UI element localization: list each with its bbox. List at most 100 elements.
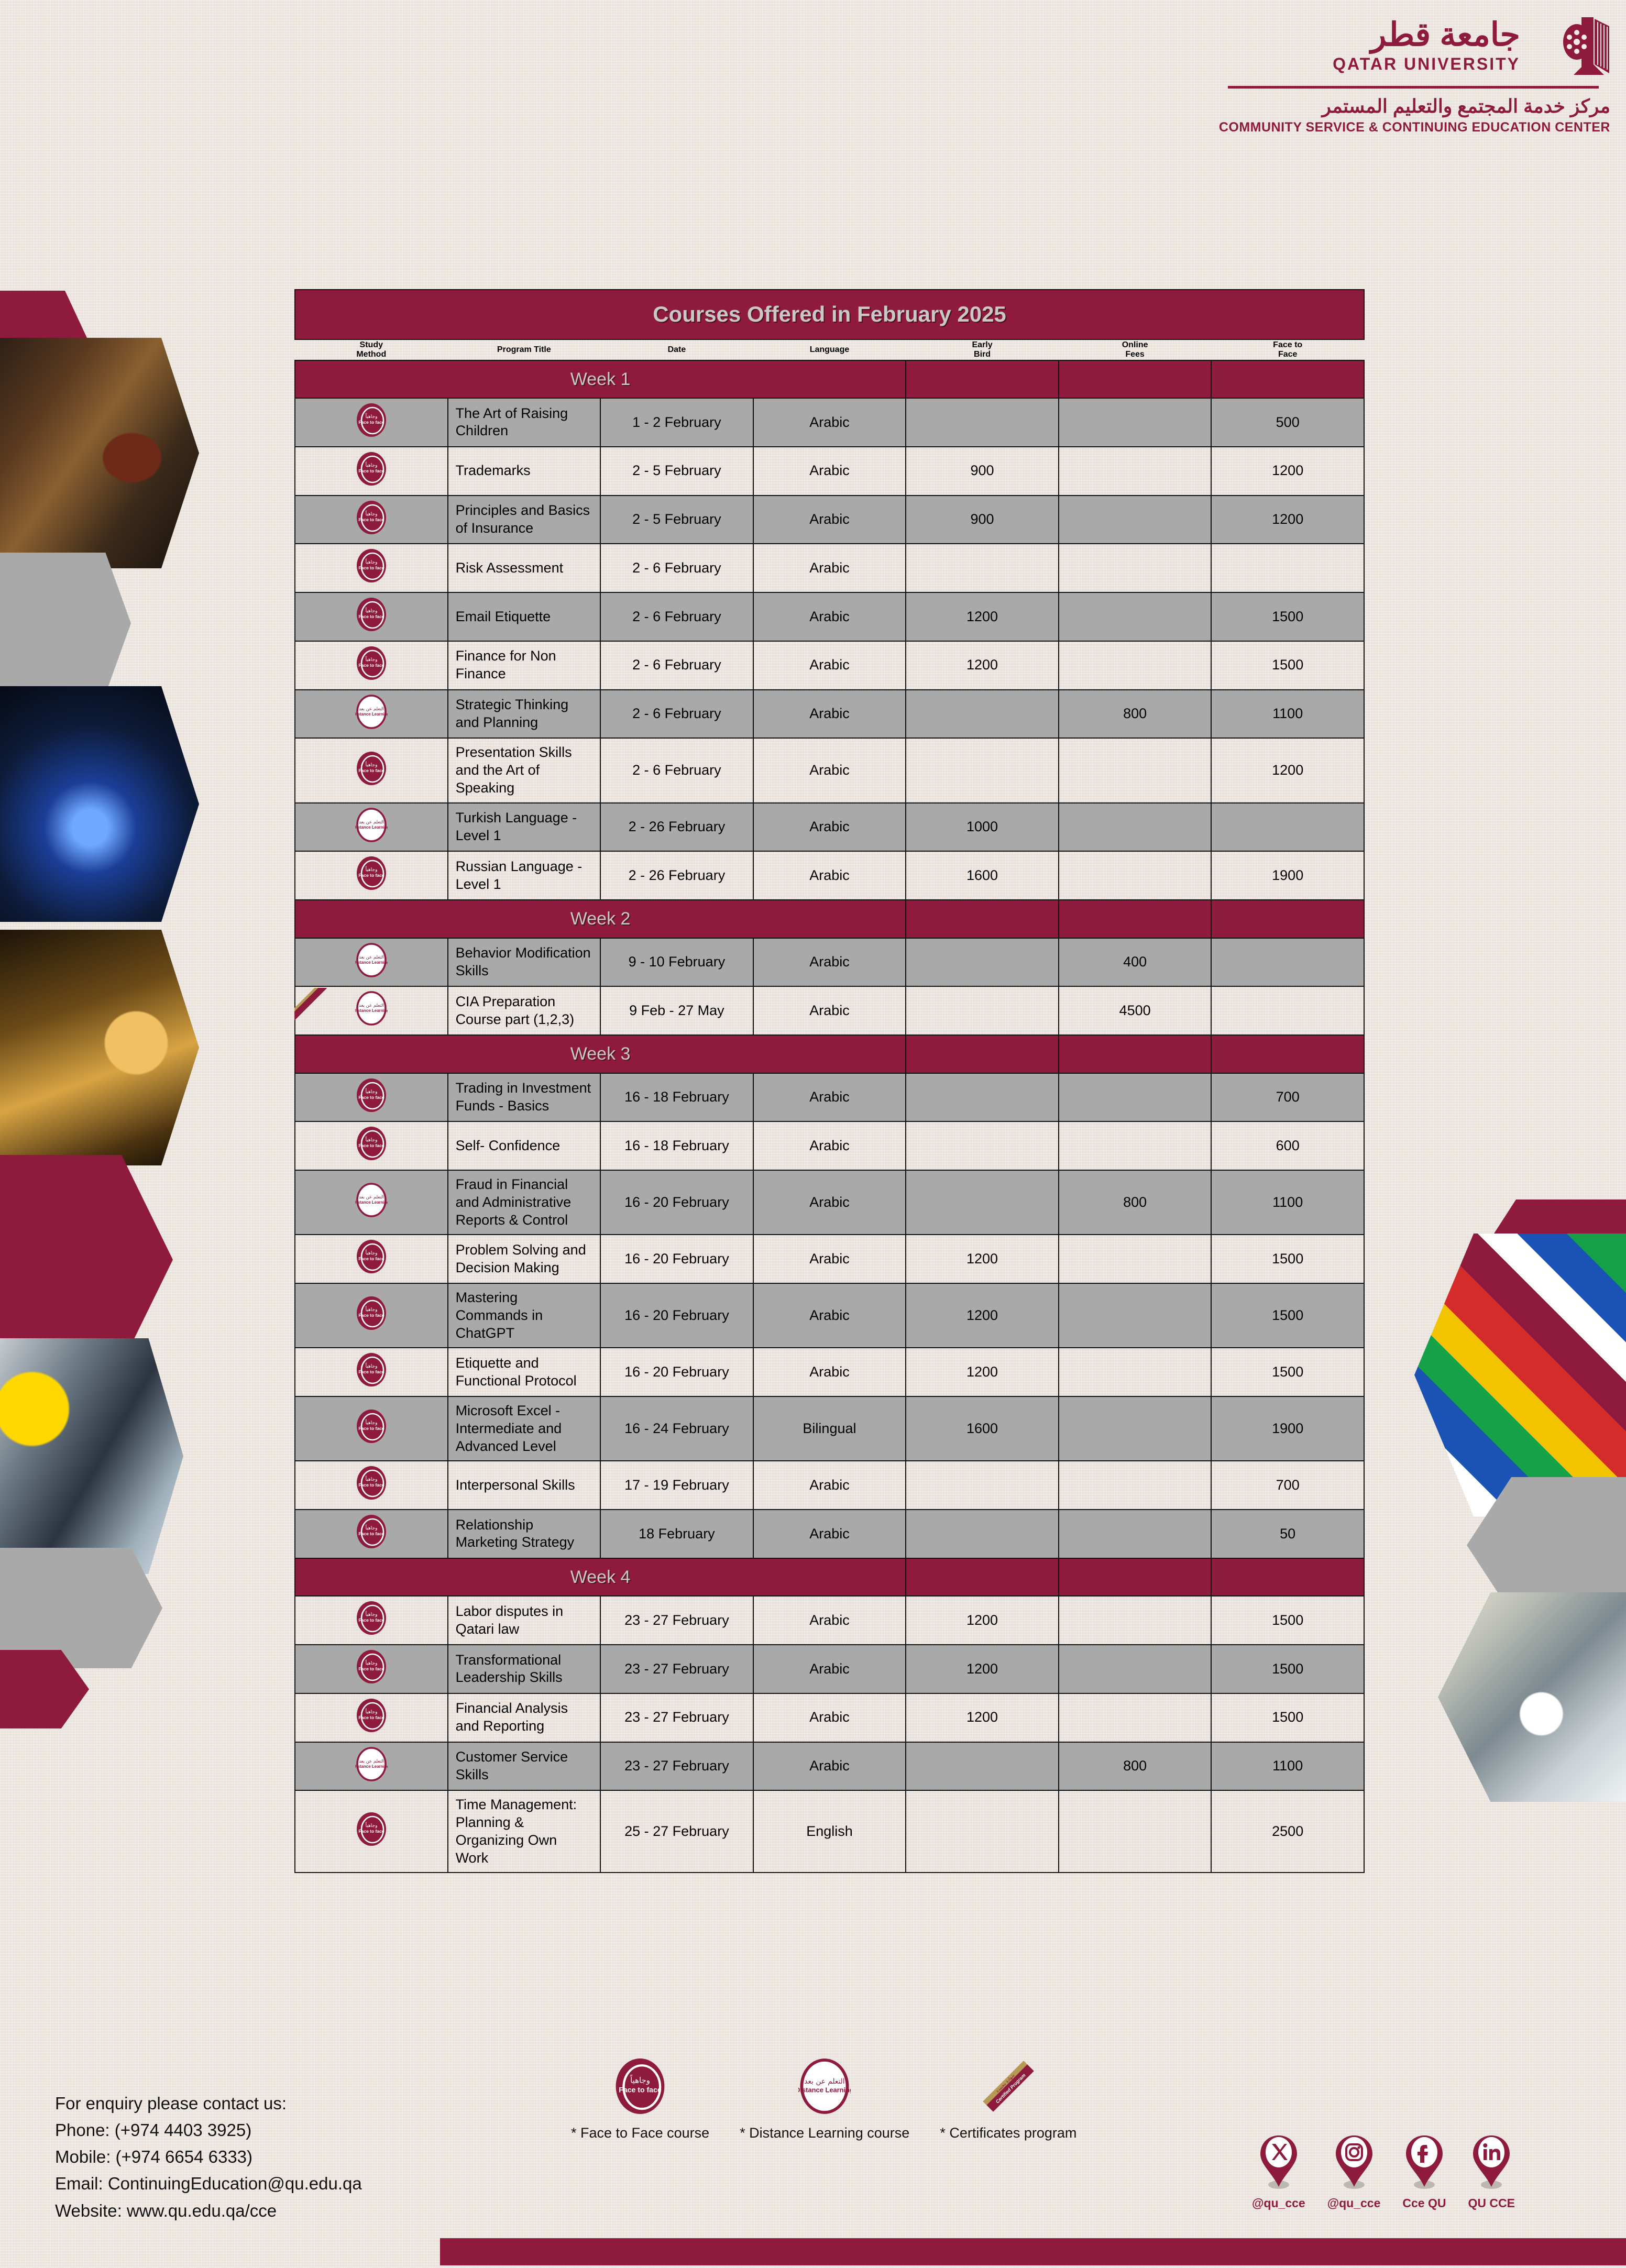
early-bird-cell: 1200 [905,592,1059,642]
online-fees-cell: 4500 [1058,986,1212,1036]
decor-image-coins [0,930,199,1165]
online-fees-cell [1058,1234,1212,1284]
week-band-pad-eb [905,1557,1059,1597]
svg-text:Face to face: Face to face [358,1095,384,1100]
svg-text:Face to face: Face to face [358,468,384,474]
early-bird-cell [905,937,1059,987]
svg-text:وجاهياً: وجاهياً [365,510,377,517]
col-header-4: Early Bird [972,340,993,359]
face-to-face-cell: 1500 [1211,640,1365,690]
social-handle: QU CCE [1468,2196,1515,2210]
date-cell: 9 Feb - 27 May [600,986,754,1036]
early-bird-cell: 1200 [905,1644,1059,1694]
table-row: وجاهياً Face to face Presentation Skills a… [294,737,1365,803]
face-to-face-badge-icon: وجاهياًFace to face [355,1465,388,1501]
social-item[interactable]: @qu_cce [1252,2134,1305,2210]
svg-text:Face to face: Face to face [358,663,384,668]
svg-text:Distance Learning: Distance Learning [355,1200,388,1205]
early-bird-cell [905,1169,1059,1236]
face-to-face-cell: 1100 [1211,1169,1365,1236]
logo-divider [1228,86,1599,89]
week-band-pad-f2f [1211,899,1365,939]
svg-text:وجاهياً: وجاهياً [365,413,377,420]
face-to-face-cell: 1200 [1211,737,1365,803]
face-to-face-cell: 1500 [1211,1234,1365,1284]
study-method-cell: وجاهياً Face to face [294,1790,448,1874]
program-title-cell: Behavior Modification Skills [447,937,601,987]
study-method-cell: التعلم عن بعدDistance Learning [294,986,448,1036]
study-method-cell: وجاهياً Face to face [294,1595,448,1645]
decor-image-people [0,686,199,922]
svg-text:Face to face: Face to face [358,517,384,522]
face-to-face-cell: 1100 [1211,689,1365,739]
facebook-icon[interactable] [1405,2134,1444,2189]
social-item[interactable]: Cce QU [1402,2134,1446,2210]
study-method-cell: وجاهياً Face to face [294,1509,448,1559]
svg-text:Face to face: Face to face [358,1482,384,1488]
svg-text:وجاهياً: وجاهياً [365,1362,377,1369]
study-method-cell: وجاهياً Face to face [294,1395,448,1462]
face-to-face-badge-icon: وجاهياًFace to face [355,1697,388,1734]
svg-text:وجاهياً: وجاهياً [365,866,377,873]
svg-text:Distance Learning: Distance Learning [355,712,388,717]
face-to-face-badge-icon: وجاهياًFace to face [355,1077,388,1114]
instagram-icon[interactable] [1335,2134,1374,2189]
study-method-cell: وجاهياً Face to face [294,1692,448,1743]
online-fees-cell [1058,1460,1212,1510]
decor-image-gavel [0,338,199,568]
decor-hex-gray-2 [0,1548,162,1668]
social-item[interactable]: @qu_cce [1327,2134,1380,2210]
early-bird-cell: 1600 [905,851,1059,900]
week-band-pad-of [1058,1034,1212,1074]
social-item[interactable]: QU CCE [1468,2134,1515,2210]
date-cell: 9 - 10 February [600,937,754,987]
legend-label: * Certificates program [940,2125,1077,2141]
online-fees-cell [1058,494,1212,545]
program-title-cell: Customer Service Skills [447,1741,601,1791]
early-bird-cell [905,1460,1059,1510]
date-cell: 2 - 5 February [600,446,754,496]
online-fees-cell [1058,543,1212,593]
early-bird-cell [905,1121,1059,1171]
week-label: Week 2 [294,899,907,939]
date-cell: 2 - 6 February [600,737,754,803]
week-band-3: Week 4 [294,1557,1365,1597]
online-fees-cell [1058,640,1212,690]
online-fees-cell [1058,1347,1212,1397]
table-row: وجاهياً Face to face Labor disputes in Qat… [294,1595,1365,1645]
col-header-2: Date [667,345,686,354]
date-cell: 23 - 27 February [600,1595,754,1645]
online-fees-cell [1058,1790,1212,1874]
svg-text:Face to face: Face to face [358,768,384,773]
language-cell: Arabic [752,446,907,496]
social-handle: Cce QU [1402,2196,1446,2210]
face-to-face-cell: 1200 [1211,494,1365,545]
date-cell: 16 - 24 February [600,1395,754,1462]
contact-email[interactable]: Email: ContinuingEducation@qu.edu.qa [55,2174,362,2194]
contact-website[interactable]: Website: www.qu.edu.qa/cce [55,2200,277,2220]
distance-learning-badge-icon: التعلم عن بعدDistance Learning [355,1182,388,1218]
online-fees-cell [1058,398,1212,447]
courses-table: Courses Offered in February 2025 Study Met… [294,289,1365,1874]
linkedin-icon[interactable] [1472,2134,1511,2189]
language-cell: Arabic [752,1282,907,1349]
language-cell: English [752,1790,907,1874]
week-band-0: Week 1 [294,359,1365,399]
svg-text:وجاهياً: وجاهياً [365,656,377,663]
face-to-face-badge-icon: وجاهياًFace to face [355,1811,388,1847]
study-method-cell: وجاهياً Face to face [294,398,448,447]
center-arabic-name: مركز خدمة المجتمع والتعليم المستمر [1322,95,1610,117]
table-row: وجاهياً Face to face Risk Assessment 2 - 6 … [294,543,1365,593]
svg-text:Face to face: Face to face [358,1256,384,1261]
online-fees-cell [1058,1121,1212,1171]
early-bird-cell [905,986,1059,1036]
program-title-cell: Interpersonal Skills [447,1460,601,1510]
language-cell: Arabic [752,398,907,447]
program-title-cell: Email Etiquette [447,592,601,642]
early-bird-cell: 900 [905,446,1059,496]
svg-text:Face to face: Face to face [619,2086,662,2094]
program-title-cell: Mastering Commands in ChatGPT [447,1282,601,1349]
x-twitter-icon[interactable] [1259,2134,1298,2189]
early-bird-cell [905,1790,1059,1874]
